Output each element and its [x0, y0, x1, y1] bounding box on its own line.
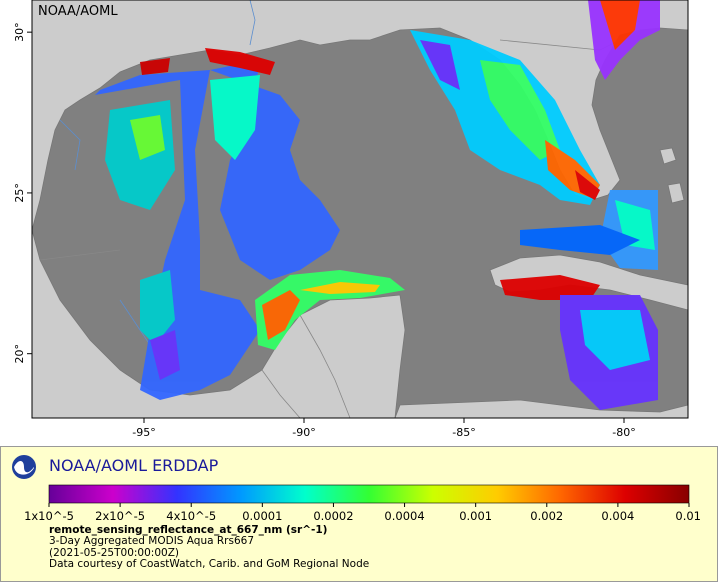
lat-tick-label: 25° — [13, 183, 26, 203]
data-straits-blue — [520, 225, 640, 255]
data-campeche-yellow — [300, 282, 380, 294]
dataset-title: 3-Day Aggregated MODIS Aqua Rrs667 — [49, 535, 255, 548]
colorbar-tick-label: 0.0001 — [242, 509, 282, 523]
colorbar-tick-label: 0.0004 — [384, 509, 424, 523]
legend-title: NOAA/AOML ERDDAP — [49, 456, 219, 475]
map-axis-frame — [31, 0, 689, 419]
data-florida-red — [575, 170, 600, 200]
colorbar-tick-label: 4x10^-5 — [166, 509, 216, 523]
data-atlantic-red — [600, 0, 640, 50]
lon-tick-label: -85° — [452, 426, 475, 439]
data-florida-green — [480, 60, 560, 160]
data-central-cyan — [210, 75, 260, 160]
lon-tick-label: -95° — [132, 426, 155, 439]
data-west-green — [130, 115, 165, 160]
legend-panel: NOAA/AOML ERDDAP 1x10^-5 2x10^-5 4x10^-5 0.… — [0, 446, 718, 582]
data-sw-blue — [150, 330, 180, 380]
map-panel: -95° -90° -85° -80° 30° 25° 20° NOAA/AOML — [13, 0, 689, 439]
colorbar-tick-label: 1x10^-5 — [24, 509, 74, 523]
colorbar-ticks: 1x10^-5 2x10^-5 4x10^-5 0.0001 0.0002 0.0004 0… — [24, 503, 701, 523]
data-cuba-south-cyan — [580, 310, 650, 370]
lon-tick-label: -90° — [292, 426, 315, 439]
colorbar-tick-label: 0.001 — [459, 509, 492, 523]
data-texas-red — [140, 58, 170, 75]
colorbar-tick-label: 0.002 — [530, 509, 563, 523]
lat-tick-label: 30° — [13, 22, 26, 42]
lat-tick-group: 30° 25° 20° — [13, 22, 32, 363]
data-campeche-orange — [262, 290, 300, 340]
colorbar-bar — [48, 484, 690, 504]
map-watermark: NOAA/AOML — [38, 4, 118, 19]
colorbar-tick-label: 0.0002 — [313, 509, 353, 523]
land-bahamas — [659, 147, 685, 204]
reflectance-data — [95, 0, 660, 410]
data-cuba-north-red — [500, 275, 600, 300]
data-louisiana-red — [205, 48, 275, 75]
colorbar-tick-label: 2x10^-5 — [95, 509, 145, 523]
map-svg: -95° -90° -85° -80° 30° 25° 20° — [13, 0, 689, 439]
lat-tick-label: 20° — [13, 344, 26, 364]
lon-tick-group: -95° -90° -85° -80° — [132, 418, 636, 439]
data-florida-purple — [420, 40, 460, 90]
colorbar-tick-label: 0.004 — [601, 509, 634, 523]
data-credit: Data courtesy of CoastWatch, Carib. and … — [49, 557, 370, 570]
colorbar-tick-label: 0.01 — [675, 509, 701, 523]
variable-name: remote_sensing_reflectance_at_667_nm (sr… — [49, 524, 328, 536]
data-sw-cyan — [140, 270, 175, 345]
lon-tick-label: -80° — [612, 426, 635, 439]
legend-info: remote_sensing_reflectance_at_667_nm (sr… — [49, 524, 370, 570]
colorbar: 1x10^-5 2x10^-5 4x10^-5 0.0001 0.0002 0.0004 0… — [24, 484, 701, 523]
noaa-logo-icon — [12, 455, 36, 479]
dataset-time: (2021-05-25T00:00:00Z) — [49, 546, 179, 559]
